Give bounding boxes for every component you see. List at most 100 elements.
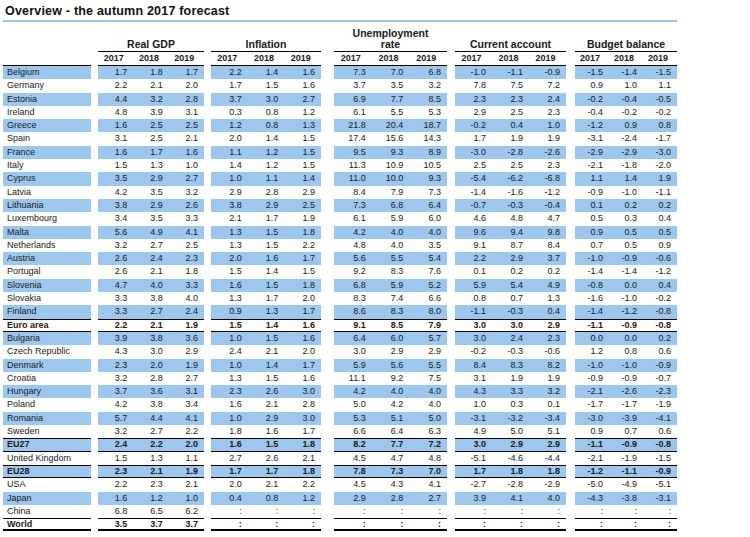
value-cell: -1.1 <box>643 186 677 199</box>
column-gap <box>91 305 98 318</box>
column-gap <box>204 119 211 132</box>
row-label: EU28 <box>3 465 91 478</box>
value-cell: 0.5 <box>609 239 643 252</box>
row-label: Austria <box>3 252 91 265</box>
value-cell: 1.8 <box>284 226 321 239</box>
column-gap <box>447 359 455 372</box>
value-cell: 0.9 <box>575 79 609 92</box>
value-cell: 0.2 <box>643 199 677 212</box>
value-cell: -2.8 <box>492 146 529 159</box>
column-gap <box>566 465 575 478</box>
value-cell: -6.8 <box>529 172 566 185</box>
value-cell: 1.7 <box>284 359 321 372</box>
table-row: Croatia3.22.82.71.31.51.611.19.27.53.11.… <box>3 372 750 385</box>
value-cell: 4.0 <box>409 398 447 411</box>
column-gap <box>321 492 334 505</box>
value-group: 3.22.82.7 <box>98 372 204 385</box>
value-cell: 3.5 <box>133 212 168 225</box>
value-cell: 4.8 <box>492 212 529 225</box>
value-group: 1.61.51.8 <box>211 279 321 292</box>
column-gap <box>321 332 334 345</box>
column-gap <box>566 425 575 438</box>
value-cell: -5.0 <box>575 478 609 491</box>
value-cell: 5.0 <box>409 412 447 425</box>
value-cell: 8.2 <box>334 439 372 450</box>
year-header: 2019 <box>284 52 321 65</box>
value-cell: -0.3 <box>492 199 529 212</box>
value-group: -1.0-0.9-0.6 <box>575 252 677 265</box>
value-group: -2.1-1.9-1.5 <box>575 452 677 465</box>
value-cell: 1.2 <box>211 119 248 132</box>
value-cell: 2.1 <box>133 79 168 92</box>
value-cell: 6.5 <box>133 505 168 518</box>
column-gap <box>447 452 455 465</box>
column-gap <box>566 292 575 305</box>
value-cell: 0.4 <box>529 305 566 318</box>
table-row: EU282.32.11.91.71.71.87.87.37.01.71.81.8… <box>3 465 750 478</box>
value-cell: 3.2 <box>133 93 168 106</box>
row-label: Euro area <box>3 319 91 332</box>
column-gap <box>204 518 211 531</box>
value-group: 5.65.55.4 <box>334 252 447 265</box>
value-cell: 1.0 <box>211 359 248 372</box>
row-label: United Kingdom <box>3 452 91 465</box>
value-cell: 1.0 <box>455 398 492 411</box>
value-group: 7.36.86.4 <box>334 199 447 212</box>
value-cell: 6.8 <box>98 505 133 518</box>
table-row: Slovenia4.74.03.31.61.51.86.85.95.25.95.… <box>3 279 750 292</box>
value-cell: : <box>609 505 643 518</box>
value-group: 0.00.00.2 <box>575 332 677 345</box>
column-gap <box>566 25 575 52</box>
value-cell: 1.0 <box>609 79 643 92</box>
value-cell: 0.2 <box>529 265 566 278</box>
value-cell: : <box>455 519 492 529</box>
value-cell: 1.6 <box>98 146 133 159</box>
column-gap <box>204 159 211 172</box>
value-cell: 2.9 <box>492 439 529 450</box>
value-cell: 3.7 <box>211 93 248 106</box>
value-cell: 2.6 <box>248 385 285 398</box>
value-group: 1.51.31.0 <box>98 159 204 172</box>
value-cell: 3.2 <box>98 239 133 252</box>
value-group: 9.18.57.9 <box>334 319 447 332</box>
row-label: Portugal <box>3 265 91 278</box>
value-cell: 7.3 <box>409 186 447 199</box>
value-cell: 2.7 <box>169 372 204 385</box>
value-cell: 2.7 <box>133 239 168 252</box>
value-cell: 7.6 <box>409 265 447 278</box>
value-cell: 6.8 <box>334 279 372 292</box>
column-gap <box>91 106 98 119</box>
column-gap <box>566 52 575 66</box>
value-cell: : <box>492 505 529 518</box>
value-group: -0.2-0.4-0.5 <box>575 93 677 106</box>
value-cell: 1.8 <box>211 425 248 438</box>
year-header: 2017 <box>575 52 609 65</box>
column-gap <box>204 226 211 239</box>
value-cell: 2.9 <box>211 186 248 199</box>
value-cell: 5.6 <box>334 252 372 265</box>
value-cell: 1.7 <box>248 212 285 225</box>
row-label: Germany <box>3 79 91 92</box>
value-group: ::: <box>334 518 447 531</box>
value-cell: 4.2 <box>334 385 372 398</box>
value-group: -1.5-1.4-1.5 <box>575 66 677 79</box>
value-cell: 5.1 <box>372 412 410 425</box>
value-cell: 4.1 <box>169 412 204 425</box>
value-cell: 1.0 <box>529 119 566 132</box>
value-group: 3.73.63.1 <box>98 385 204 398</box>
value-cell: 7.5 <box>409 372 447 385</box>
value-cell: 4.0 <box>372 226 410 239</box>
value-cell: -1.0 <box>609 292 643 305</box>
value-cell: 1.3 <box>211 292 248 305</box>
value-cell: -0.2 <box>455 119 492 132</box>
value-cell: 1.5 <box>248 79 285 92</box>
column-gap <box>566 279 575 292</box>
value-group: 1.71.81.7 <box>98 66 204 79</box>
value-cell: 3.3 <box>98 305 133 318</box>
value-cell: 1.6 <box>284 66 321 79</box>
value-cell: -0.9 <box>529 66 566 79</box>
value-cell: : <box>284 519 321 529</box>
value-cell: -4.4 <box>529 452 566 465</box>
value-cell: -0.2 <box>643 106 677 119</box>
value-cell: 5.9 <box>372 212 410 225</box>
